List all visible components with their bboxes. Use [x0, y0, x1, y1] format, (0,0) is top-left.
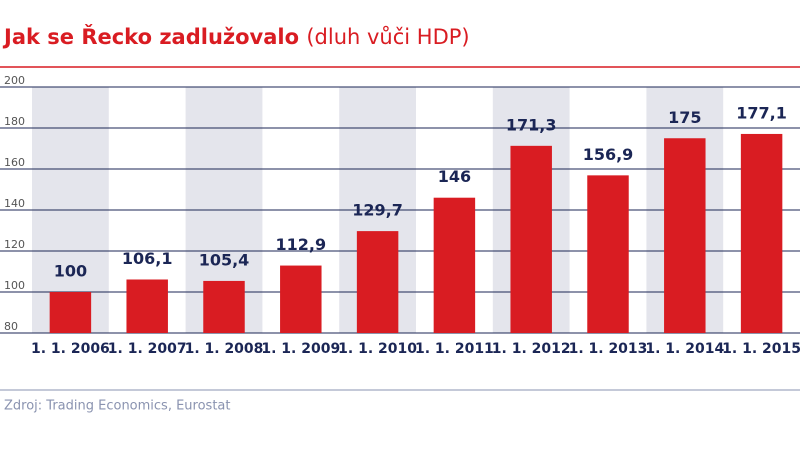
x-tick-label: 1. 1. 2008 [185, 341, 264, 357]
value-label: 105,4 [199, 250, 250, 269]
value-label: 146 [438, 167, 471, 186]
x-tick-label: 1. 1. 2013 [569, 341, 648, 357]
bar [280, 265, 322, 333]
y-tick-label: 180 [4, 115, 25, 128]
bar [587, 175, 629, 333]
x-tick-label: 1. 1. 2010 [338, 341, 417, 357]
x-tick-label: 1. 1. 2006 [31, 341, 110, 357]
subtitle: (dluh vůči HDP) [306, 25, 469, 49]
value-label: 175 [668, 108, 701, 127]
x-tick-label: 1. 1. 2012 [492, 341, 571, 357]
bar [203, 280, 245, 333]
value-label: 171,3 [506, 115, 557, 134]
bar [356, 231, 399, 333]
chart-title: Jak se Řecko zadlužovalo (dluh vůči HDP) [2, 24, 470, 49]
x-tick-label: 1. 1. 2015 [722, 341, 800, 357]
bar [433, 197, 476, 333]
value-label: 112,9 [275, 235, 326, 254]
value-label: 177,1 [736, 103, 787, 122]
title: Jak se Řecko zadlužovalo [2, 24, 299, 49]
y-tick-label: 120 [4, 238, 25, 251]
x-tick-label: 1. 1. 2011 [415, 341, 494, 357]
source: Zdroj: Trading Economics, Eurostat [4, 399, 231, 414]
value-label: 100 [54, 262, 87, 281]
value-label: 129,7 [352, 201, 403, 220]
x-tick-label: 1. 1. 2007 [108, 341, 187, 357]
x-tick-label: 1. 1. 2009 [261, 341, 340, 357]
y-tick-label: 100 [4, 279, 25, 292]
bar [510, 145, 552, 333]
bar [664, 138, 706, 333]
bar [740, 133, 783, 333]
value-label: 156,9 [583, 145, 634, 164]
y-tick-label: 140 [4, 197, 25, 210]
bar [126, 279, 168, 333]
x-tick-label: 1. 1. 2014 [645, 341, 724, 357]
y-tick-label: 160 [4, 156, 25, 169]
bar [49, 292, 92, 333]
y-tick-label: 200 [4, 74, 25, 87]
value-label: 106,1 [122, 249, 173, 268]
y-tick-label: 80 [4, 320, 18, 333]
